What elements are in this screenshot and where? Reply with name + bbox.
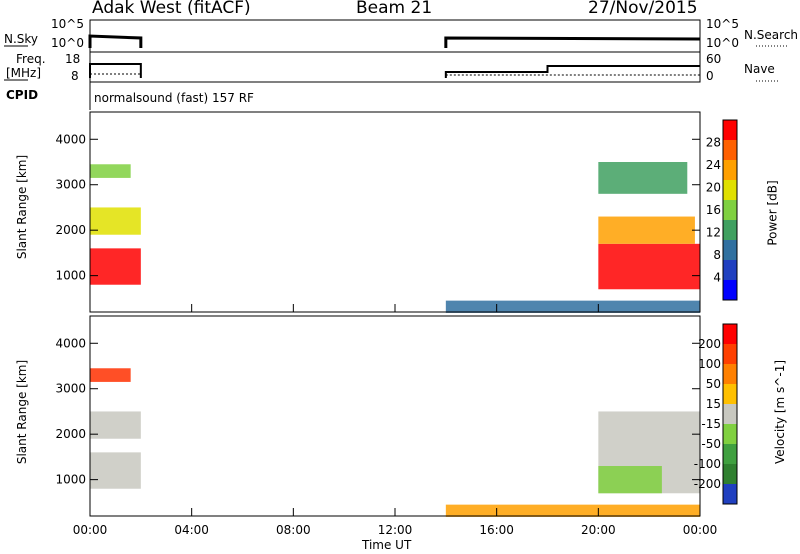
- xtick-label-2: 08:00: [276, 523, 311, 537]
- velocity-colorbar-tick-6: -100: [694, 457, 721, 471]
- xlabel: Time UT: [362, 538, 412, 552]
- velocity-ytick-label-2: 2000: [55, 427, 86, 441]
- velocity-block-3: [445, 504, 700, 517]
- velocity-colorbar-frame: [722, 323, 738, 505]
- power-colorbar-swatch-7: [723, 260, 737, 280]
- power-ytick-label-0: 4000: [55, 132, 86, 146]
- nave-tick-bottom: 0: [706, 69, 714, 83]
- power-colorbar-tick-1: 24: [706, 158, 721, 172]
- nave-tick-top: 60: [706, 52, 722, 66]
- power-colorbar-swatch-2: [723, 160, 737, 180]
- velocity-colorbar-tick-5: -50: [701, 437, 721, 451]
- velocity-block-0: [90, 452, 141, 489]
- power-colorbar-swatch-4: [723, 200, 737, 220]
- velocity-colorbar-tick-3: 15: [706, 397, 721, 411]
- velocity-block-1: [90, 411, 141, 439]
- xtick-label-6: 00:00: [683, 523, 718, 537]
- xtick-label-5: 20:00: [581, 523, 616, 537]
- nave-label: Nave: [744, 62, 775, 76]
- velocity-colorbar-swatch-8: [723, 484, 737, 504]
- power-ytick-label-3: 1000: [55, 269, 86, 283]
- velocity-colorbar-tick-1: 100: [698, 357, 721, 371]
- velocity-colorbar-swatch-0: [723, 324, 737, 344]
- power-colorbar-tick-5: 8: [713, 248, 721, 262]
- station-title: Adak West (fitACF): [92, 0, 251, 18]
- velocity-colorbar-tick-2: 50: [706, 377, 721, 391]
- velocity-colorbar-swatch-6: [723, 444, 737, 464]
- cpid-value: normalsound (fast) 157 RF: [94, 91, 254, 105]
- date-title: 27/Nov/2015: [588, 0, 698, 18]
- nsky-line-a: [88, 34, 143, 48]
- velocity-ytick-label-3: 1000: [55, 473, 86, 487]
- power-ytick-label-2: 2000: [55, 223, 86, 237]
- cpid-label: CPID: [6, 88, 39, 102]
- freq-tick-bottom: 8: [71, 69, 79, 83]
- power-block-4: [598, 243, 700, 290]
- power-block-6: [598, 162, 688, 194]
- freq-tick-top: 18: [65, 52, 81, 66]
- power-block-1: [90, 207, 141, 235]
- power-ytick-label-1: 3000: [55, 178, 86, 192]
- xtick-label-4: 16:00: [479, 523, 514, 537]
- power-block-0: [90, 248, 141, 285]
- velocity-colorbar-swatch-7: [723, 464, 737, 484]
- xtick-label-0: 00:00: [73, 523, 108, 537]
- velocity-ytick-label-0: 4000: [55, 336, 86, 350]
- velocity-ytick-label-1: 3000: [55, 382, 86, 396]
- velocity-colorbar-swatch-5: [723, 424, 737, 444]
- velocity-colorbar-swatch-1: [723, 344, 737, 364]
- beam-title: Beam 21: [356, 0, 433, 18]
- nsky-tick-bottom: 10^0: [51, 36, 84, 50]
- power-colorbar-tick-2: 20: [706, 181, 721, 195]
- freq-unit-label: [MHz]: [6, 66, 42, 80]
- freq-label: Freq.: [16, 52, 46, 66]
- power-colorbar-swatch-0: [723, 120, 737, 140]
- power-colorbar-swatch-1: [723, 140, 737, 160]
- freq-line-b: [444, 65, 700, 78]
- nsky-tick-top: 10^5: [51, 17, 84, 31]
- power-colorbar-tick-3: 16: [706, 203, 721, 217]
- power-block-5: [598, 216, 695, 244]
- nsky-label: N.Sky: [4, 32, 39, 46]
- velocity-colorbar-tick-4: -15: [701, 417, 721, 431]
- xtick-label-1: 04:00: [174, 523, 209, 537]
- velocity-colorbar-swatch-3: [723, 384, 737, 404]
- power-colorbar-swatch-6: [723, 240, 737, 260]
- xtick-label-3: 12:00: [378, 523, 413, 537]
- velocity-colorbar-swatch-4: [723, 404, 737, 424]
- velocity-colorbar-swatch-2: [723, 364, 737, 384]
- power-colorbar-tick-6: 4: [713, 271, 721, 285]
- nsky-right-tick-bottom: 10^0: [706, 36, 739, 50]
- power-block-3: [445, 300, 700, 313]
- freq-line-a: [89, 63, 142, 78]
- power-colorbar-swatch-8: [723, 280, 737, 300]
- power-colorbar-tick-0: 28: [706, 136, 721, 150]
- nsky-right-tick-top: 10^5: [706, 17, 739, 31]
- nsky-line-b: [444, 36, 701, 48]
- velocity-colorbar-tick-7: -200: [694, 477, 721, 491]
- velocity-colorbar-tick-0: 200: [698, 337, 721, 351]
- power-colorbar-frame: [722, 119, 738, 301]
- power-colorbar-swatch-3: [723, 180, 737, 200]
- power-block-2: [90, 164, 131, 178]
- nsearch-label: N.Search: [744, 28, 799, 42]
- velocity-block-2: [90, 368, 131, 382]
- power-colorbar-tick-4: 12: [706, 226, 721, 240]
- nsky-panel-frame: [89, 19, 701, 53]
- power-colorbar-swatch-5: [723, 220, 737, 240]
- velocity-block-5: [598, 466, 662, 494]
